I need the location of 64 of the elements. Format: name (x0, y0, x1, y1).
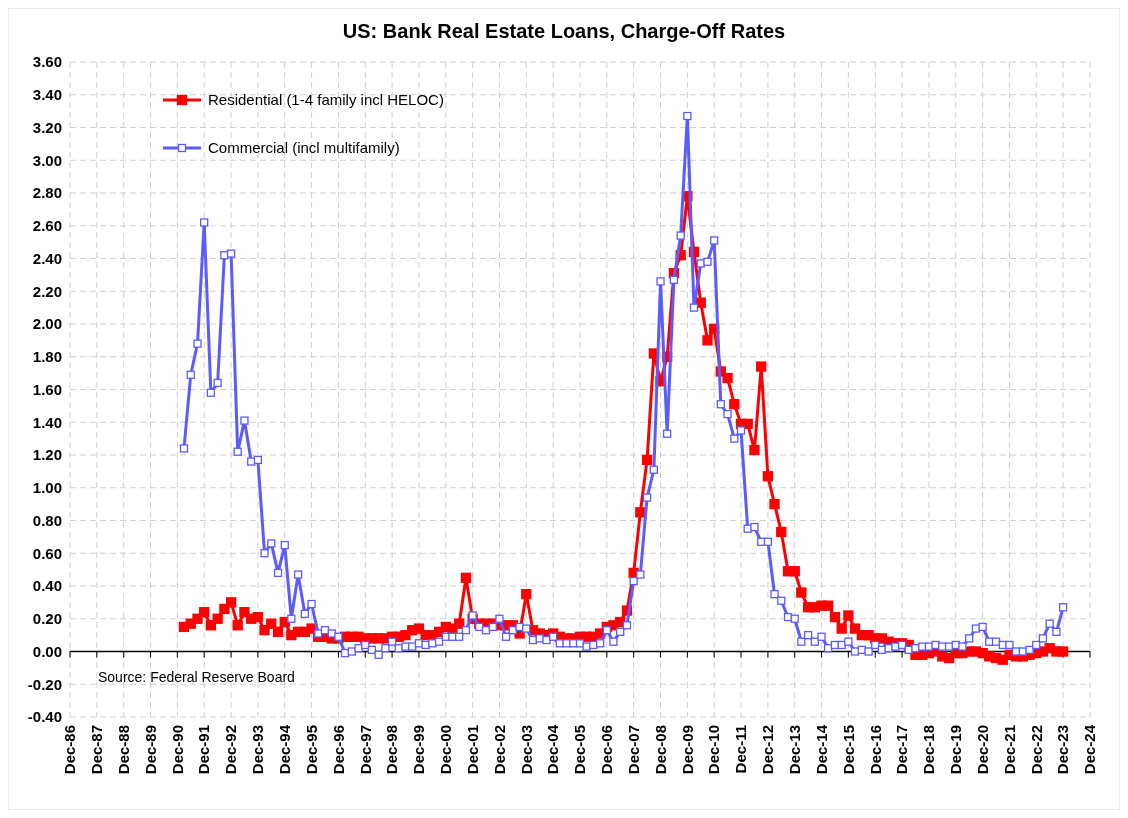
x-tick-label: Dec-89 (141, 725, 159, 775)
x-tick-label: Dec-17 (893, 725, 911, 775)
y-tick-label: 2.60 (32, 217, 62, 234)
x-tick-label: Dec-97 (356, 725, 374, 775)
x-tick-label: Dec-01 (463, 725, 481, 775)
y-tick-label: 3.20 (32, 118, 62, 136)
x-tick-label: Dec-00 (437, 725, 455, 775)
x-tick-label: Dec-13 (785, 725, 803, 775)
x-tick-label: Dec-86 (61, 725, 79, 775)
x-tick-label: Dec-14 (812, 724, 830, 775)
x-tick-label: Dec-21 (1000, 725, 1018, 775)
y-tick-label: 3.40 (32, 86, 62, 103)
legend-label: Residential (1-4 family incl HELOC) (208, 91, 444, 109)
y-tick-label: 0.20 (32, 610, 62, 627)
x-tick-label: Dec-87 (88, 725, 106, 775)
x-tick-label: Dec-24 (1081, 724, 1099, 775)
y-tick-label: 1.40 (32, 413, 62, 431)
y-tick-label: 0.80 (32, 511, 62, 529)
x-tick-label: Dec-95 (302, 725, 320, 775)
x-tick-label: Dec-94 (275, 724, 293, 775)
y-tick-label: 2.20 (32, 282, 62, 300)
x-tick-label: Dec-08 (651, 725, 669, 775)
y-tick-label: 0.00 (32, 642, 62, 660)
x-tick-label: Dec-19 (946, 725, 964, 775)
y-tick-label: 2.40 (32, 249, 62, 267)
x-tick-label: Dec-20 (973, 725, 991, 775)
x-tick-label: Dec-92 (222, 725, 240, 775)
x-tick-label: Dec-04 (544, 724, 562, 775)
x-tick-label: Dec-23 (1054, 725, 1072, 775)
x-tick-label: Dec-91 (195, 725, 213, 775)
y-tick-label: -0.20 (27, 675, 62, 693)
y-tick-label: 3.60 (32, 53, 62, 71)
y-tick-label: 2.00 (32, 315, 62, 333)
x-tick-label: Dec-09 (678, 725, 696, 775)
y-tick-label: 1.00 (32, 479, 62, 496)
x-tick-label: Dec-15 (839, 725, 857, 775)
x-tick-label: Dec-06 (598, 725, 616, 775)
legend-label: Commercial (incl multifamily) (208, 139, 400, 157)
x-tick-label: Dec-96 (329, 725, 347, 775)
annotation: Source: Federal Reserve Board (98, 669, 295, 686)
x-tick-label: Dec-11 (732, 725, 750, 774)
x-tick-label: Dec-98 (383, 725, 401, 775)
x-tick-label: Dec-90 (168, 725, 186, 775)
y-tick-label: 1.60 (32, 380, 62, 398)
x-tick-label: Dec-03 (517, 725, 535, 775)
y-tick-label: 0.40 (32, 577, 62, 595)
x-tick-label: Dec-10 (705, 725, 723, 775)
x-tick-label: Dec-07 (624, 725, 642, 775)
x-tick-label: Dec-02 (490, 725, 508, 775)
x-tick-label: Dec-18 (920, 725, 938, 775)
x-tick-label: Dec-22 (1027, 725, 1045, 775)
y-tick-label: 1.20 (32, 446, 62, 464)
chart-title: US: Bank Real Estate Loans, Charge-Off Rates (342, 20, 786, 42)
y-tick-label: 1.80 (32, 348, 62, 365)
y-tick-label: -0.40 (27, 708, 62, 726)
x-tick-label: Dec-88 (114, 725, 132, 775)
x-tick-label: Dec-93 (249, 725, 267, 775)
x-tick-label: Dec-05 (571, 725, 589, 775)
x-tick-label: Dec-99 (410, 725, 428, 775)
y-tick-label: 2.80 (32, 184, 62, 202)
x-tick-label: Dec-16 (866, 725, 884, 775)
x-tick-label: Dec-12 (759, 725, 777, 775)
y-tick-label: 3.00 (32, 151, 62, 169)
y-tick-label: 0.60 (32, 544, 62, 562)
